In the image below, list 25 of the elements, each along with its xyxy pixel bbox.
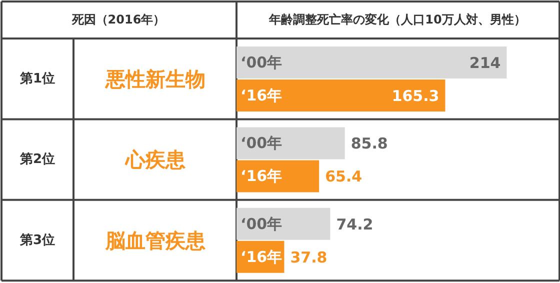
series-label: ‘16年 — [240, 248, 282, 266]
text: ‘16年 — [240, 167, 282, 186]
text: 第2位 — [18, 152, 56, 168]
data-label: 85.8 — [350, 134, 388, 153]
text: ‘00年 — [240, 214, 282, 233]
series-label: ‘00年 — [240, 54, 282, 72]
data-label: 37.8 — [290, 248, 328, 266]
data-label: 74.2 — [336, 215, 374, 234]
text: 第1位 — [18, 71, 56, 86]
y-tick-label: 心疾患 — [124, 148, 186, 172]
bar — [236, 127, 345, 160]
text: ‘16年 — [240, 86, 282, 104]
y-tick-label: 脳血管疾患 — [104, 228, 206, 252]
text: 第3位 — [18, 232, 56, 248]
y-tick-label: 悪性新生物 — [104, 66, 206, 91]
bar — [236, 160, 320, 192]
bar — [236, 80, 446, 112]
y-axis-title: 死因（2016年） — [70, 12, 166, 26]
text: ‘00年 — [240, 134, 282, 152]
data-label: 165.3 — [392, 87, 440, 105]
data-label: 65.4 — [325, 168, 362, 186]
text: 年齢調整死亡率の変化（人口10万人対、男性） — [268, 12, 526, 26]
data-label: 214 — [469, 54, 501, 72]
bar — [236, 208, 330, 240]
bar — [236, 46, 507, 78]
